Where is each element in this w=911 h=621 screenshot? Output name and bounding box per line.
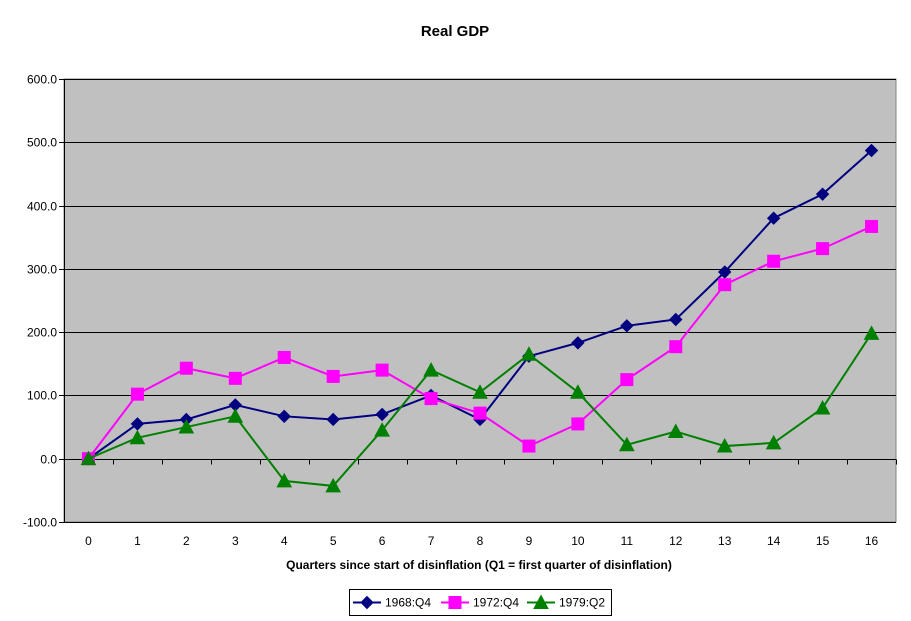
series-1972-q4: [81, 219, 879, 466]
y-tick-label: 600.0: [27, 73, 57, 87]
legend-label: 1979:Q2: [559, 596, 605, 610]
data-point: [424, 392, 438, 406]
x-tick-label: 11: [621, 534, 634, 548]
chart-title: Real GDP: [421, 23, 489, 40]
data-point: [571, 417, 585, 431]
data-point: [227, 408, 244, 423]
data-point: [765, 434, 782, 450]
data-point: [815, 187, 830, 201]
data-point: [814, 400, 831, 415]
legend-marker: [360, 595, 374, 610]
data-point: [571, 336, 585, 350]
data-point: [863, 325, 880, 340]
data-point: [570, 384, 586, 399]
legend: 1968:Q4 1972:Q4 1979:Q2: [349, 589, 612, 616]
legend-item: 1972:Q4: [441, 596, 519, 610]
y-tick-label: 500.0: [27, 136, 57, 150]
data-point: [276, 472, 293, 488]
x-tick-label: 5: [330, 534, 337, 548]
data-point: [179, 361, 193, 375]
legend-label: 1968:Q4: [385, 596, 431, 610]
legend-box: [349, 589, 612, 616]
data-point: [130, 387, 144, 401]
data-point: [618, 436, 635, 452]
y-tick-label: 200.0: [27, 326, 57, 340]
legend-label: 1972:Q4: [473, 596, 519, 610]
y-tick-label: -100.0: [23, 516, 57, 530]
data-point: [669, 312, 683, 327]
y-axis: -100.0 0.0 100.0 200.0 300.0 400.0 500.0 600.0: [23, 73, 65, 530]
data-point: [326, 412, 340, 427]
legend-marker: [448, 596, 462, 609]
data-point: [717, 265, 732, 279]
data-point: [669, 340, 683, 354]
x-tick-label: 6: [379, 534, 386, 548]
data-point: [423, 362, 439, 377]
data-point: [620, 373, 634, 387]
data-point: [521, 346, 537, 361]
data-point: [129, 429, 146, 445]
data-point: [816, 242, 830, 256]
data-point: [865, 219, 879, 233]
data-point: [522, 439, 536, 453]
data-point: [667, 423, 684, 438]
x-tick-label: 14: [767, 534, 781, 548]
x-tick-label: 7: [428, 534, 435, 548]
x-tick-label: 1: [134, 534, 141, 548]
x-axis: 0 1 2 3 4 5 6 7 8 9 10 11 12 13 14 15 16: [64, 459, 897, 548]
legend-item: 1968:Q4: [353, 596, 431, 610]
data-point: [228, 371, 242, 385]
data-point: [716, 438, 733, 453]
data-point: [326, 369, 340, 383]
data-point: [374, 422, 390, 437]
x-tick-label: 15: [816, 534, 830, 548]
x-tick-label: 12: [669, 534, 683, 548]
data-point: [277, 409, 291, 424]
x-tick-label: 13: [718, 534, 732, 548]
data-point: [620, 319, 634, 333]
y-tick-label: 400.0: [27, 200, 57, 214]
series-1979-q2: [80, 325, 880, 493]
plot-area: [63, 78, 897, 523]
legend-item: 1979:Q2: [527, 594, 605, 610]
x-tick-label: 10: [571, 534, 585, 548]
data-point: [473, 406, 487, 420]
data-point: [472, 384, 488, 399]
data-point: [375, 407, 389, 422]
data-point: [375, 363, 389, 377]
data-point: [767, 254, 781, 268]
data-point: [766, 211, 781, 225]
x-axis-title: Quarters since start of disinflation (Q1…: [286, 558, 672, 572]
x-tick-label: 4: [281, 534, 288, 548]
legend-marker: [533, 594, 549, 609]
y-tick-label: 0.0: [40, 453, 57, 467]
y-tick-label: 300.0: [27, 263, 57, 277]
series-layer: [80, 143, 880, 493]
y-tick-label: 100.0: [27, 389, 57, 403]
data-point: [718, 278, 732, 292]
data-point: [864, 143, 879, 158]
x-tick-label: 0: [85, 534, 92, 548]
data-point: [277, 350, 291, 364]
data-point: [325, 477, 342, 493]
x-tick-label: 8: [477, 534, 484, 548]
x-tick-label: 16: [865, 534, 879, 548]
x-tick-label: 9: [526, 534, 533, 548]
x-tick-label: 3: [232, 534, 239, 548]
data-point: [80, 450, 97, 466]
data-point: [178, 419, 195, 434]
x-tick-label: 2: [183, 534, 190, 548]
